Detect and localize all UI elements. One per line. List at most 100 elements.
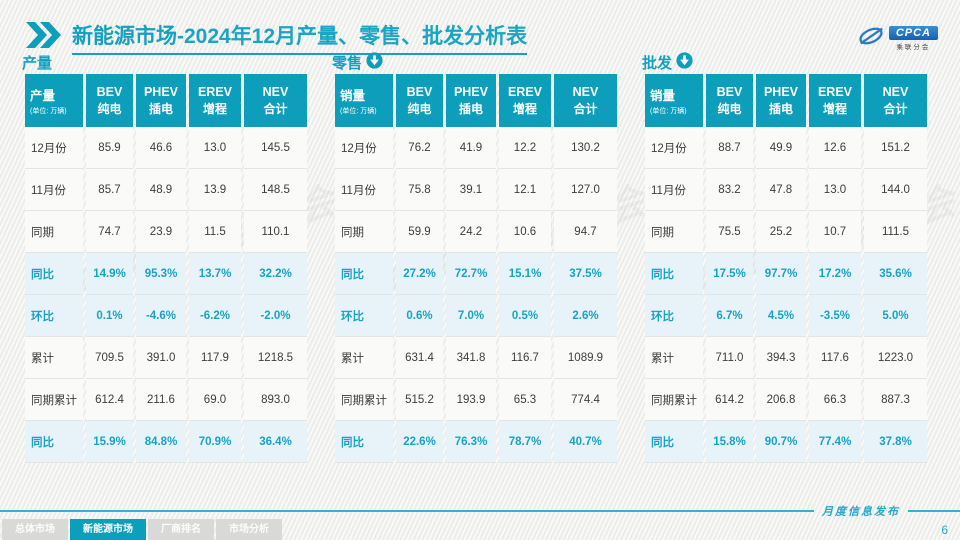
row-label: 同比 (335, 421, 393, 463)
value-cell: 83.2 (706, 169, 753, 211)
value-cell: 47.8 (756, 169, 806, 211)
row-label: 12月份 (645, 127, 703, 169)
retail-table: 销量 (单位: 万辆) BEV 纯电 PHEV 插电 EREV 增程 NEV 合计 12月份 76.2… (332, 74, 620, 463)
column-header-nev: NEV 合计 (864, 74, 927, 127)
column-name: EREV (817, 84, 853, 99)
column-name-zh: 纯电 (407, 101, 432, 116)
value-cell: 893.0 (244, 379, 307, 421)
wholesale-section: 批发 销量 (单位: 万辆) BEV 纯电 PHEV 插电 EREV 增程 NEV 合计 12月份 8… (642, 50, 930, 463)
tab-manufacturer-ranking[interactable]: 厂商排名 (148, 519, 214, 540)
row-label: 同比 (645, 253, 703, 295)
row-label: 同期累计 (645, 379, 703, 421)
row-label: 11月份 (645, 169, 703, 211)
unit-note: (单位: 万辆) (30, 108, 67, 115)
footer-rule-left (0, 510, 814, 512)
page-title-prefix: 新能源市场 (72, 25, 177, 48)
value-cell: 887.3 (864, 379, 927, 421)
column-name-zh: 纯电 (717, 101, 742, 116)
value-cell: 39.1 (446, 169, 496, 211)
tab-overall-market[interactable]: 总体市场 (2, 519, 68, 540)
value-cell: 193.9 (446, 379, 496, 421)
column-name: PHEV (143, 84, 179, 99)
value-cell: 614.2 (706, 379, 753, 421)
row-label: 累计 (25, 337, 83, 379)
double-chevron-icon (26, 22, 62, 53)
value-cell: 13.0 (189, 127, 241, 169)
value-cell: 24.2 (446, 211, 496, 253)
retail-section: 零售 销量 (单位: 万辆) BEV 纯电 PHEV 插电 EREV 增程 NEV 合计 12月份 7… (332, 50, 620, 463)
table-head: 销量 (单位: 万辆) BEV 纯电 PHEV 插电 EREV 增程 NEV 合计 (335, 74, 617, 127)
table-row: 11月份 83.2 47.8 13.0 144.0 (645, 169, 927, 211)
value-cell: 85.7 (86, 169, 133, 211)
table-row: 12月份 88.7 49.9 12.6 151.2 (645, 127, 927, 169)
value-cell: 37.8% (864, 421, 927, 463)
production-table: 产量 (单位: 万辆) BEV 纯电 PHEV 插电 EREV 增程 NEV 合计 12月份 85.9… (22, 74, 310, 463)
cpca-logo-text: CPCA 乘联分会 (888, 26, 938, 51)
value-cell: 40.7% (554, 421, 617, 463)
value-cell: 774.4 (554, 379, 617, 421)
table-header-row: 销量 (单位: 万辆) BEV 纯电 PHEV 插电 EREV 增程 NEV 合计 (645, 74, 927, 127)
value-cell: 15.9% (86, 421, 133, 463)
value-cell: 78.7% (499, 421, 551, 463)
column-header-phev: PHEV 插电 (446, 74, 496, 127)
value-cell: 1089.9 (554, 337, 617, 379)
value-cell: 145.5 (244, 127, 307, 169)
value-cell: 66.3 (809, 379, 861, 421)
value-cell: 35.6% (864, 253, 927, 295)
column-name: BEV (96, 84, 123, 99)
arrow-down-circle-icon (676, 51, 693, 73)
row-label: 环比 (25, 295, 83, 337)
value-cell: 25.2 (756, 211, 806, 253)
table-row: 累计 631.4 341.8 116.7 1089.9 (335, 337, 617, 379)
value-cell: 75.8 (396, 169, 443, 211)
arrow-down-circle-icon (366, 51, 383, 73)
value-cell: 95.3% (136, 253, 186, 295)
section-title-wholesale: 批发 (642, 50, 930, 74)
cpca-logo: CPCA 乘联分会 (856, 22, 938, 55)
value-cell: 12.2 (499, 127, 551, 169)
unit-header-cell: 产量 (单位: 万辆) (25, 74, 83, 127)
column-name: PHEV (453, 84, 489, 99)
value-cell: 85.9 (86, 127, 133, 169)
value-cell: 341.8 (446, 337, 496, 379)
value-cell: 94.7 (554, 211, 617, 253)
section-title-production: 产量 (22, 50, 310, 74)
value-cell: -4.6% (136, 295, 186, 337)
unit-label: 销量 (650, 89, 676, 103)
slide-header: 新能源市场-2024年12月产量、零售、批发分析表 CPCA 乘联分会 (0, 0, 960, 55)
tab-nev-market[interactable]: 新能源市场 (70, 519, 146, 540)
value-cell: 116.7 (499, 337, 551, 379)
value-cell: 84.8% (136, 421, 186, 463)
column-name-zh: 插电 (458, 101, 483, 116)
value-cell: 23.9 (136, 211, 186, 253)
value-cell: 11.5 (189, 211, 241, 253)
column-header-bev: BEV 纯电 (86, 74, 133, 127)
value-cell: 12.6 (809, 127, 861, 169)
value-cell: 110.1 (244, 211, 307, 253)
table-head: 产量 (单位: 万辆) BEV 纯电 PHEV 插电 EREV 增程 NEV 合计 (25, 74, 307, 127)
value-cell: 206.8 (756, 379, 806, 421)
table-row: 同期累计 614.2 206.8 66.3 887.3 (645, 379, 927, 421)
value-cell: 27.2% (396, 253, 443, 295)
column-header-phev: PHEV 插电 (756, 74, 806, 127)
value-cell: 76.2 (396, 127, 443, 169)
table-row: 同期 75.5 25.2 10.7 111.5 (645, 211, 927, 253)
unit-note: (单位: 万辆) (650, 108, 687, 115)
table-row: 同比 15.9% 84.8% 70.9% 36.4% (25, 421, 307, 463)
value-cell: 48.9 (136, 169, 186, 211)
section-label: 零售 (332, 54, 363, 72)
table-row: 11月份 75.8 39.1 12.1 127.0 (335, 169, 617, 211)
row-label: 同比 (645, 421, 703, 463)
value-cell: 5.0% (864, 295, 927, 337)
value-cell: 10.6 (499, 211, 551, 253)
value-cell: 46.6 (136, 127, 186, 169)
row-label: 12月份 (335, 127, 393, 169)
row-label: 累计 (335, 337, 393, 379)
row-label: 同比 (25, 421, 83, 463)
column-name-zh: 合计 (263, 101, 288, 116)
column-header-phev: PHEV 插电 (136, 74, 186, 127)
footer-rule: 月度信息发布 (0, 503, 960, 519)
tab-market-analysis[interactable]: 市场分析 (216, 519, 282, 540)
value-cell: 37.5% (554, 253, 617, 295)
